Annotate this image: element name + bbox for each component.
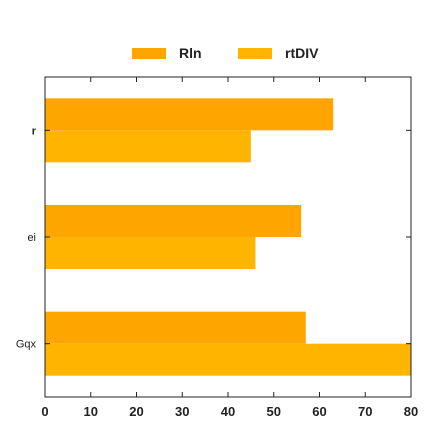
x-axis: 0 10 20 30 40 50 60 70 80 (41, 77, 418, 419)
y-tick-label: Gqx (16, 339, 37, 351)
legend-label-Rln: Rln (179, 45, 202, 61)
bar-rtDIV-Gqx (45, 343, 411, 376)
y-tick-label: ei (27, 232, 36, 244)
bar-Rln-r (45, 98, 334, 131)
legend-label-rtDIV: rtDIV (285, 45, 319, 61)
x-tick-label: 50 (267, 404, 281, 419)
legend-swatch-Rln (132, 48, 166, 59)
x-tick-label: 60 (312, 404, 326, 419)
x-tick-label: 80 (404, 404, 418, 419)
bar-Rln-Gqx (45, 311, 306, 344)
x-tick-label: 10 (84, 404, 98, 419)
y-axis: r ei Gqx (16, 125, 411, 351)
x-tick-label: 20 (129, 404, 143, 419)
legend-swatch-rtDIV (238, 48, 272, 59)
x-tick-label: 70 (358, 404, 372, 419)
bar-rtDIV-ei (45, 237, 256, 269)
legend: Rln rtDIV (132, 45, 319, 61)
bar-Rln-ei (45, 205, 302, 237)
bar-rtDIV-r (45, 130, 251, 163)
x-tick-label: 0 (41, 404, 48, 419)
x-tick-label: 40 (221, 404, 235, 419)
bars-group (45, 98, 411, 376)
x-tick-label: 30 (175, 404, 189, 419)
y-tick-label: r (32, 125, 37, 137)
